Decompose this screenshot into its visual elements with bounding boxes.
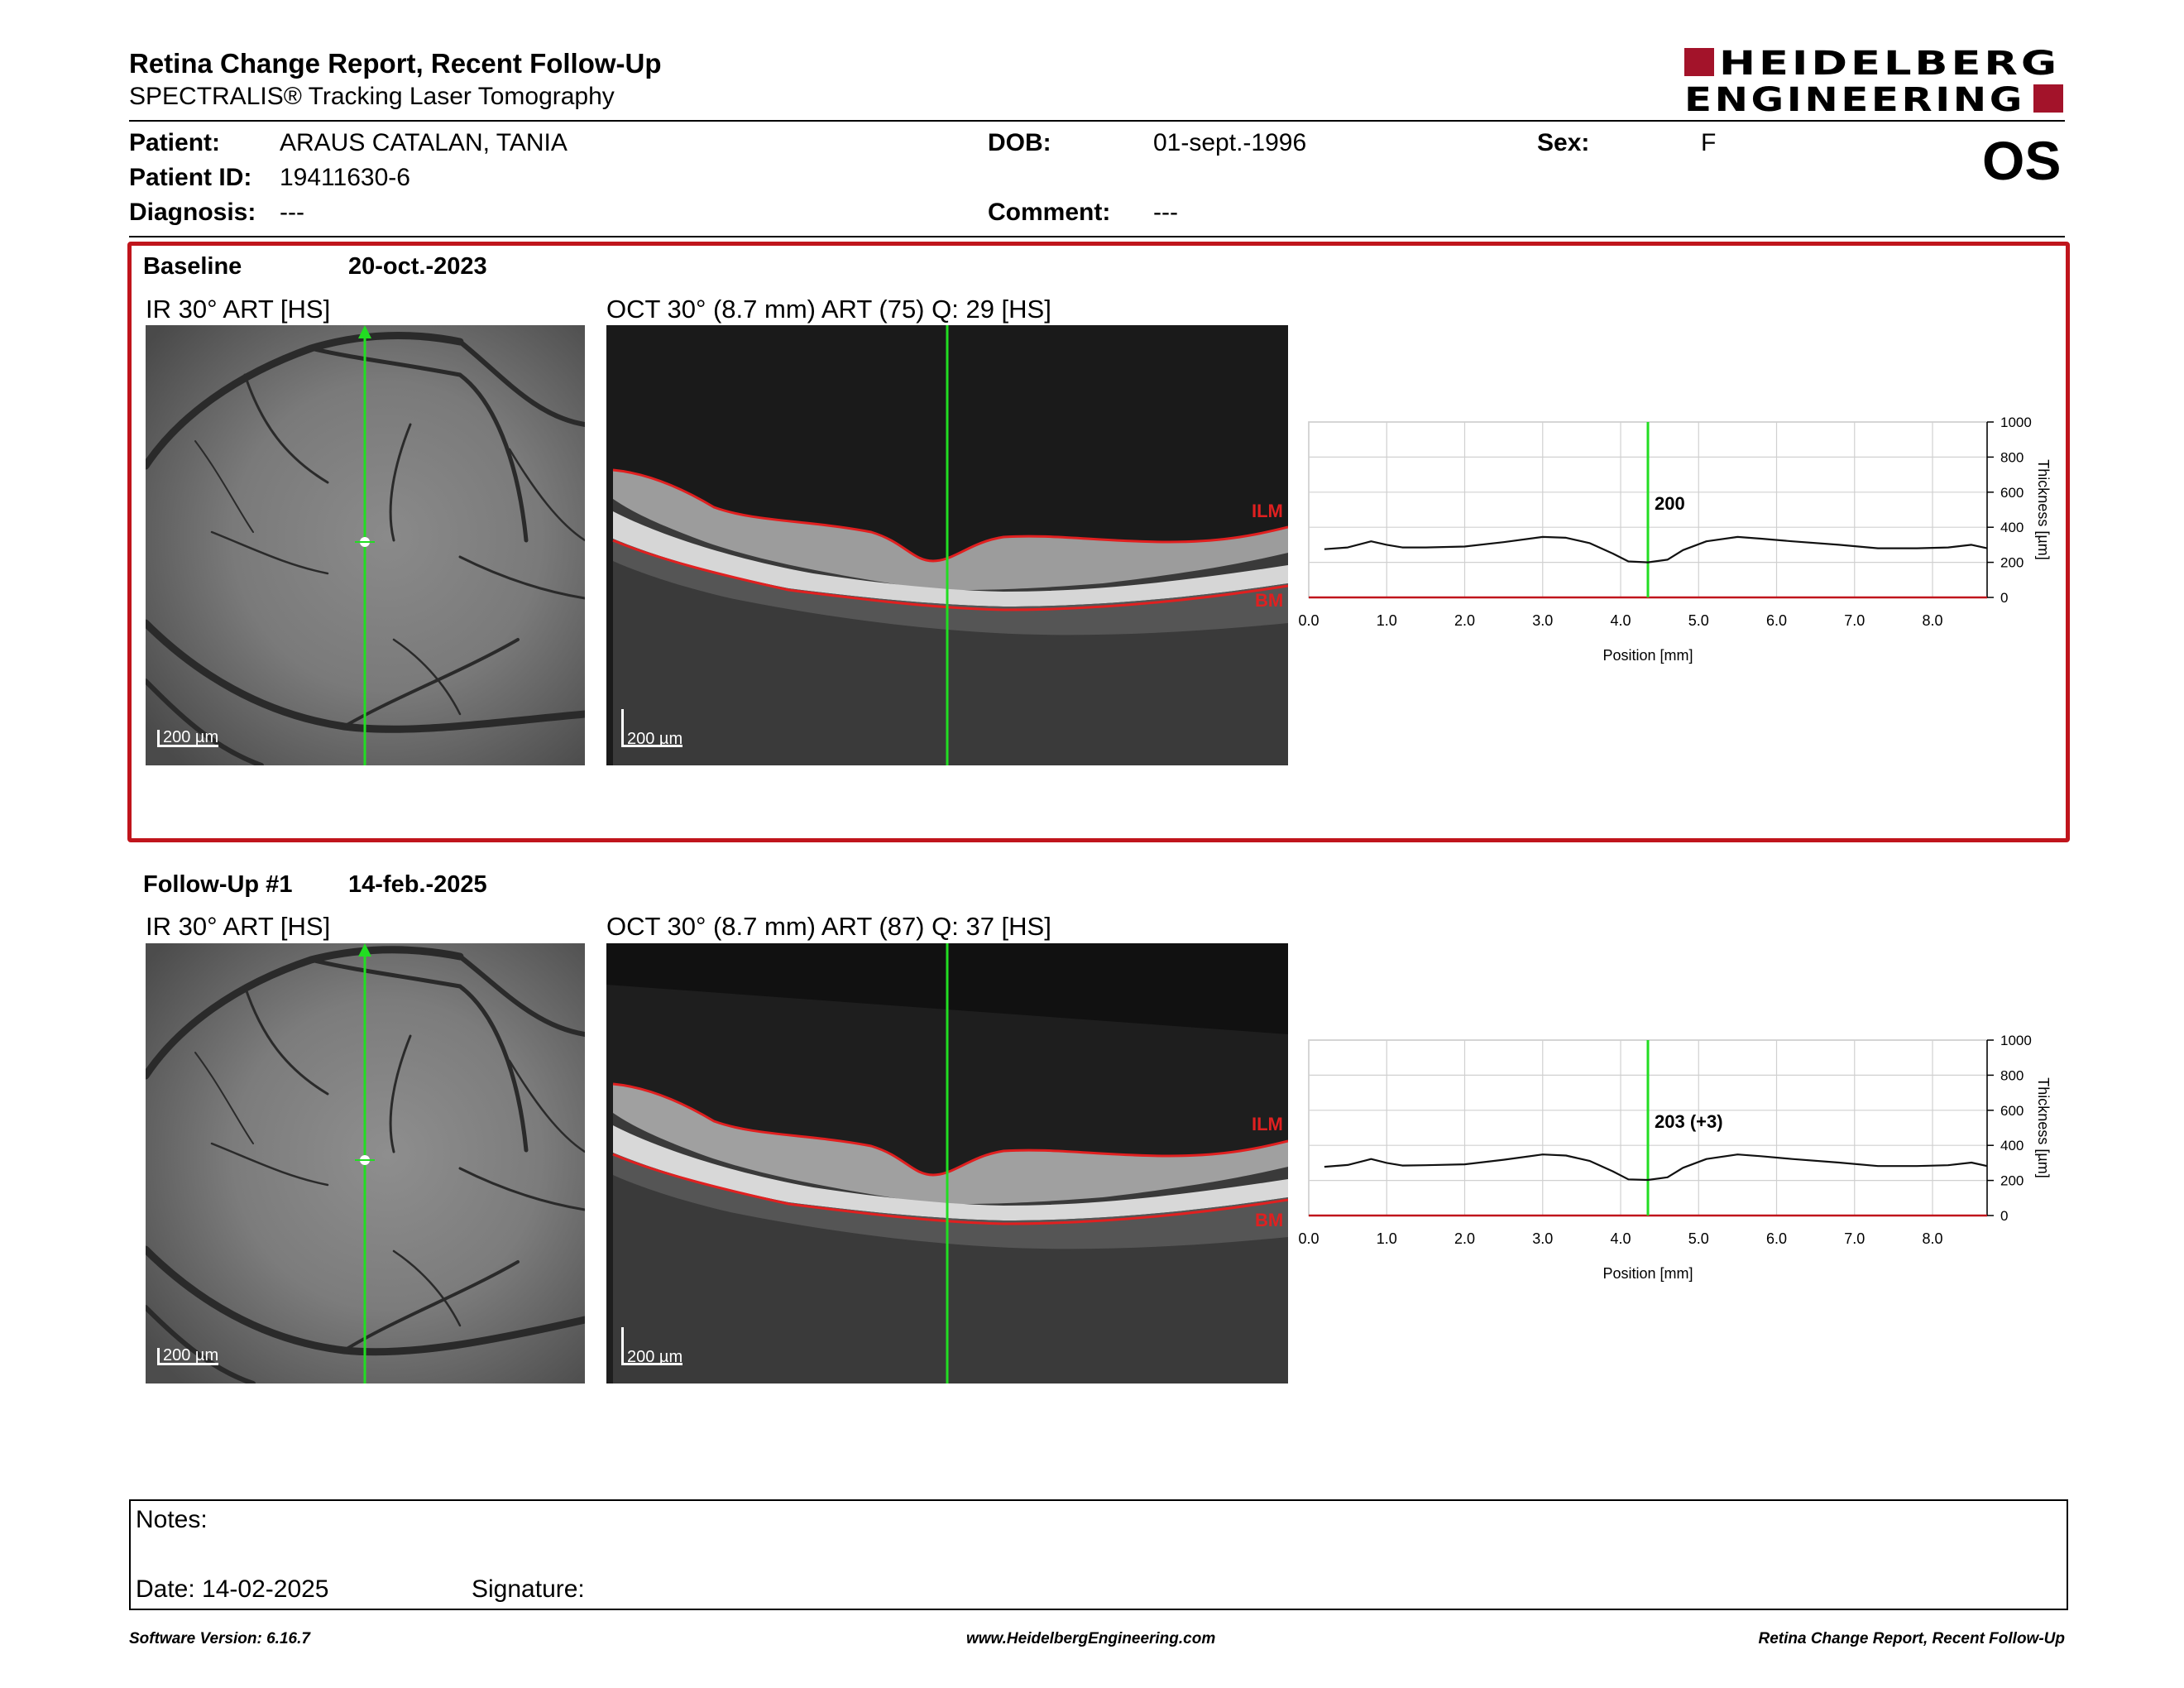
y-tick-label: 1000	[2000, 415, 2032, 430]
header-divider	[129, 120, 2065, 122]
x-tick-label: 1.0	[1377, 612, 1397, 629]
baseline-thickness-chart-svg: 0.0 1.0 2.0 3.0 4.0 5.0 6.0 7.0 8.0 0 200 400 600 800…	[1298, 415, 2052, 664]
baseline-oct-label: OCT 30° (8.7 mm) ART (75) Q: 29 [HS]	[606, 295, 1051, 324]
baseline-ilm-label: ILM	[1252, 501, 1283, 521]
x-tick-label: 5.0	[1688, 1230, 1709, 1247]
notes-box[interactable]	[129, 1499, 2068, 1610]
footer-software-version: Software Version: 6.16.7	[129, 1630, 310, 1647]
baseline-label: Baseline	[143, 253, 242, 280]
diagnosis-label: Diagnosis:	[129, 199, 256, 226]
eye-indicator: OS	[1982, 130, 2062, 191]
followup-ir-fundus-image[interactable]	[141, 943, 589, 1386]
footer-report-name: Retina Change Report, Recent Follow-Up	[1758, 1630, 2065, 1647]
followup-ilm-label: ILM	[1252, 1114, 1283, 1134]
dob-value: 01-sept.-1996	[1153, 129, 1307, 156]
baseline-ir-scale-bar: 200 µm	[157, 729, 219, 747]
x-tick-label: 8.0	[1923, 612, 1943, 629]
logo-text-line2: ENGINEERING	[1684, 81, 2025, 116]
y-axis-label: Thickness [µm]	[2035, 459, 2052, 559]
x-tick-label: 2.0	[1454, 612, 1475, 629]
heidelberg-logo: HEIDELBERG ENGINEERING	[1684, 45, 2065, 119]
baseline-selected-frame	[127, 242, 2070, 842]
baseline-ir-fundus-image[interactable]	[141, 325, 589, 768]
comment-value: ---	[1153, 199, 1178, 226]
y-tick-label: 400	[2000, 1138, 2024, 1153]
notes-signature-label: Signature:	[472, 1575, 585, 1603]
followup-ir-label: IR 30° ART [HS]	[146, 912, 331, 941]
x-tick-label: 7.0	[1844, 1230, 1865, 1247]
x-tick-label: 0.0	[1299, 612, 1320, 629]
followup-ir-scale-bar: 200 µm	[157, 1347, 219, 1365]
followup-oct-bscan-image[interactable]: ILM BM	[606, 943, 1289, 1383]
logo-text-line1: HEIDELBERG	[1719, 46, 2060, 83]
x-tick-label: 0.0	[1299, 1230, 1320, 1247]
baseline-oct-scale-bar: 200 µm	[621, 709, 683, 747]
baseline-bm-label: BM	[1255, 590, 1283, 611]
followup-bm-label: BM	[1255, 1210, 1283, 1230]
sex-label: Sex:	[1537, 129, 1590, 156]
followup-date: 14-feb.-2025	[348, 871, 487, 898]
y-tick-label: 1000	[2000, 1033, 2032, 1048]
patient-divider	[129, 236, 2065, 237]
dob-label: DOB:	[988, 129, 1051, 156]
y-tick-label: 400	[2000, 520, 2024, 535]
y-axis-label: Thickness [µm]	[2035, 1077, 2052, 1177]
x-axis-label: Position [mm]	[1602, 647, 1693, 664]
patient-id-label: Patient ID:	[129, 164, 252, 191]
followup-label: Follow-Up #1	[143, 871, 293, 898]
followup-thickness-chart-svg: 0.0 1.0 2.0 3.0 4.0 5.0 6.0 7.0 8.0 0 200 400 600 800…	[1298, 1033, 2052, 1282]
x-axis-label: Position [mm]	[1602, 1265, 1693, 1282]
x-tick-label: 3.0	[1532, 1230, 1553, 1247]
report-title: Retina Change Report, Recent Follow-Up	[129, 48, 662, 79]
diagnosis-value: ---	[280, 199, 304, 226]
thickness-value-label: 200	[1655, 493, 1685, 514]
x-tick-label: 6.0	[1766, 612, 1787, 629]
y-tick-label: 600	[2000, 485, 2024, 501]
patient-name: ARAUS CATALAN, TANIA	[280, 129, 568, 156]
x-tick-label: 4.0	[1610, 1230, 1631, 1247]
y-tick-label: 600	[2000, 1103, 2024, 1119]
x-tick-label: 4.0	[1610, 612, 1631, 629]
baseline-thickness-chart: 0.0 1.0 2.0 3.0 4.0 5.0 6.0 7.0 8.0 0 200 400 600 800…	[1298, 414, 2076, 679]
notes-label: Notes:	[136, 1506, 208, 1533]
y-tick-label: 200	[2000, 1173, 2024, 1189]
followup-oct-scale-bar: 200 µm	[621, 1327, 683, 1365]
x-tick-label: 6.0	[1766, 1230, 1787, 1247]
x-tick-label: 5.0	[1688, 612, 1709, 629]
patient-id-value: 19411630-6	[280, 164, 410, 191]
thickness-value-label: 203 (+3)	[1655, 1111, 1723, 1132]
baseline-oct-bscan-image[interactable]: ILM BM	[606, 325, 1289, 765]
x-tick-label: 8.0	[1923, 1230, 1943, 1247]
x-tick-label: 1.0	[1377, 1230, 1397, 1247]
notes-date: Date: 14-02-2025	[136, 1575, 329, 1603]
baseline-date: 20-oct.-2023	[348, 253, 487, 280]
footer-website[interactable]: www.HeidelbergEngineering.com	[966, 1630, 1216, 1647]
baseline-ir-label: IR 30° ART [HS]	[146, 295, 331, 324]
y-tick-label: 800	[2000, 1067, 2024, 1083]
x-tick-label: 7.0	[1844, 612, 1865, 629]
y-tick-label: 0	[2000, 1208, 2008, 1224]
report-subtitle: SPECTRALIS® Tracking Laser Tomography	[129, 83, 615, 110]
y-tick-label: 0	[2000, 590, 2008, 606]
x-tick-label: 2.0	[1454, 1230, 1475, 1247]
patient-label: Patient:	[129, 129, 221, 156]
x-tick-label: 3.0	[1532, 612, 1553, 629]
sex-value: F	[1701, 129, 1717, 156]
y-tick-label: 800	[2000, 449, 2024, 465]
y-tick-label: 200	[2000, 555, 2024, 571]
followup-thickness-chart: 0.0 1.0 2.0 3.0 4.0 5.0 6.0 7.0 8.0 0 200 400 600 800…	[1298, 1032, 2076, 1297]
followup-oct-label: OCT 30° (8.7 mm) ART (87) Q: 37 [HS]	[606, 912, 1051, 941]
thickness-series-line	[1324, 535, 1988, 563]
comment-label: Comment:	[988, 199, 1111, 226]
thickness-series-line	[1324, 1153, 1988, 1182]
